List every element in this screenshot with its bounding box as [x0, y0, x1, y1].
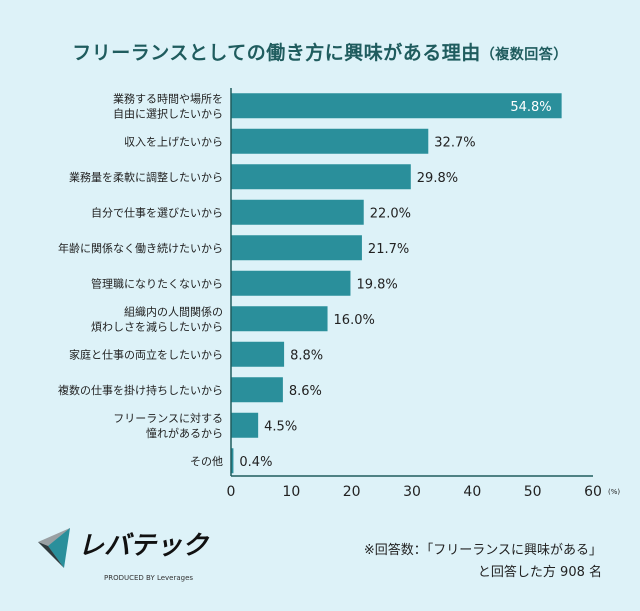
category-label: 煩わしさを減らしたいから — [91, 319, 223, 333]
x-tick-label: 60 — [584, 484, 602, 500]
data-label: 54.8% — [510, 100, 551, 115]
bar — [231, 270, 351, 296]
bar — [231, 199, 364, 225]
bar — [231, 377, 283, 403]
category-label: 年齢に関係なく働き続けたいから — [58, 241, 223, 255]
note-line-2: と回答した方 908 名 — [477, 565, 602, 580]
category-label: 業務する時間や場所を — [113, 91, 223, 105]
note-line-1: ※回答数：「フリーランスに興味がある」 — [363, 543, 602, 558]
logo-name: レバテック — [78, 531, 210, 561]
bar — [231, 93, 562, 119]
category-label: 組織内の人間関係の — [124, 304, 223, 318]
chart-title: フリーランスとしての働き方に興味がある理由（複数回答） — [0, 38, 640, 65]
data-label: 8.6% — [289, 384, 322, 399]
data-label: 19.8% — [356, 277, 397, 292]
category-label: 家庭と仕事の両立をしたいから — [69, 347, 223, 361]
x-tick-label: 40 — [463, 484, 481, 500]
category-label: 憧れがあるから — [146, 426, 223, 440]
data-label: 21.7% — [368, 242, 409, 257]
bar — [231, 448, 234, 474]
x-unit-label: (%) — [608, 488, 620, 496]
title-main: フリーランスとしての働き方に興味がある理由 — [72, 42, 481, 64]
category-label: 管理職になりたくないから — [91, 276, 223, 290]
x-tick-label: 30 — [403, 484, 421, 500]
data-label: 8.8% — [290, 348, 323, 363]
category-label: 自分で仕事を選びたいから — [91, 206, 223, 219]
category-label: フリーランスに対する — [113, 411, 223, 425]
levtech-logo: レバテック PRODUCED BY Leverages — [34, 524, 254, 590]
data-label: 22.0% — [370, 206, 411, 221]
category-label: 収入を上げたいから — [124, 135, 223, 148]
bar — [231, 341, 285, 367]
logo-tagline: PRODUCED BY Leverages — [104, 574, 193, 582]
category-label: その他 — [190, 455, 223, 468]
category-label: 業務量を柔軟に調整したいから — [69, 170, 223, 184]
x-tick-label: 10 — [282, 484, 300, 500]
bar — [231, 164, 411, 190]
x-tick-label: 50 — [524, 484, 542, 500]
bar — [231, 235, 362, 261]
bar — [231, 306, 328, 332]
category-label: 複数の仕事を掛け持ちしたいから — [58, 383, 223, 397]
x-tick-label: 20 — [343, 484, 361, 500]
bar — [231, 128, 429, 154]
data-label: 4.5% — [264, 419, 297, 434]
data-label: 0.4% — [239, 455, 272, 470]
bar — [231, 412, 259, 438]
data-label: 29.8% — [417, 171, 458, 186]
respondent-note: ※回答数：「フリーランスに興味がある」 と回答した方 908 名 — [364, 540, 602, 584]
x-tick-label: 0 — [227, 484, 236, 500]
title-sub: （複数回答） — [480, 47, 568, 63]
data-label: 32.7% — [434, 135, 475, 150]
category-label: 自由に選択したいから — [113, 106, 223, 120]
data-label: 16.0% — [334, 313, 375, 328]
